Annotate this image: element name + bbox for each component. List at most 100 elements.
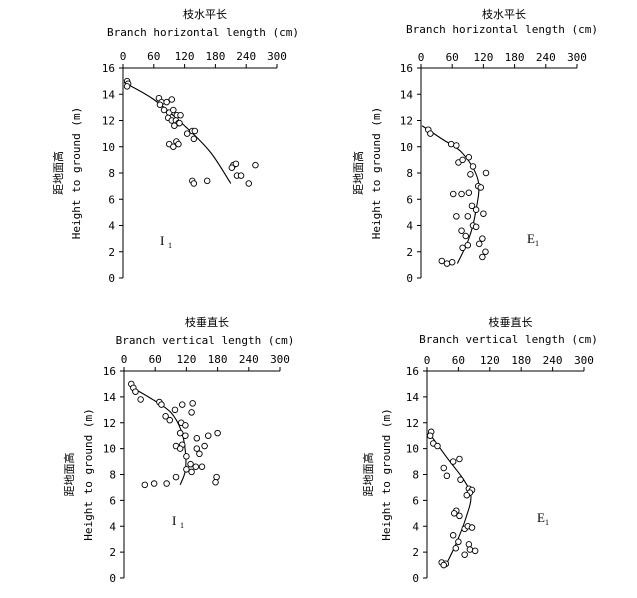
data-point xyxy=(228,164,236,171)
y-tick-label: 16 xyxy=(400,62,413,75)
data-point xyxy=(163,98,170,106)
data-point xyxy=(426,432,434,439)
y-tick-label: 10 xyxy=(406,443,419,456)
data-point xyxy=(449,458,457,465)
x-tick-label: 180 xyxy=(505,51,525,64)
y-axis-label-cn: 距地面高 xyxy=(62,453,76,497)
data-point xyxy=(183,130,191,137)
y-tick-label: 12 xyxy=(400,115,413,128)
y-tick-label: 10 xyxy=(102,141,115,154)
data-point xyxy=(183,453,190,460)
data-point xyxy=(453,142,460,149)
panel-label: E xyxy=(527,231,535,246)
y-tick-label: 4 xyxy=(108,220,115,233)
data-point xyxy=(459,156,466,164)
x-tick-label: 60 xyxy=(147,50,160,63)
data-point xyxy=(213,473,220,481)
data-point xyxy=(150,480,158,487)
data-point xyxy=(170,106,177,114)
data-point xyxy=(168,96,176,103)
y-axis-label-cn: 距地面高 xyxy=(351,151,365,195)
x-tick-label: 300 xyxy=(267,50,287,63)
data-point xyxy=(158,401,165,408)
data-point xyxy=(237,172,245,179)
data-point xyxy=(252,161,259,169)
x-tick-label: 180 xyxy=(205,50,225,63)
data-point xyxy=(189,400,196,407)
data-point xyxy=(178,401,186,408)
data-point xyxy=(455,538,462,546)
data-point xyxy=(469,163,477,170)
y-tick-label: 2 xyxy=(406,246,413,259)
data-point xyxy=(123,83,131,90)
x-tick-label: 120 xyxy=(480,354,500,367)
data-point xyxy=(141,481,149,489)
y-tick-label: 16 xyxy=(103,365,116,378)
x-tick-label: 0 xyxy=(424,354,431,367)
data-point xyxy=(443,472,451,480)
data-point xyxy=(245,180,253,187)
data-point xyxy=(472,223,480,231)
y-tick-label: 16 xyxy=(406,365,419,378)
chart-title: Branch horizontal length (cm) xyxy=(406,23,598,36)
data-point xyxy=(480,210,487,217)
data-point xyxy=(163,480,170,487)
data-point xyxy=(192,463,200,470)
x-tick-label: 240 xyxy=(536,51,556,64)
data-point xyxy=(459,244,466,252)
data-point xyxy=(464,241,472,249)
data-point xyxy=(175,140,182,148)
data-point xyxy=(463,491,471,499)
data-point xyxy=(188,409,195,416)
x-tick-label: 60 xyxy=(452,354,465,367)
y-tick-label: 2 xyxy=(108,246,115,259)
chart-title: Branch vertical length (cm) xyxy=(116,334,295,347)
data-point xyxy=(193,445,201,452)
data-point xyxy=(440,561,447,569)
data-point xyxy=(176,445,184,452)
data-point xyxy=(193,435,201,442)
panel-label-subscript: 1 xyxy=(180,521,184,530)
data-point xyxy=(465,153,473,161)
data-point xyxy=(452,544,460,552)
chart-title-cn: 枝水平长 xyxy=(183,7,227,21)
x-tick-label: 240 xyxy=(239,353,259,366)
panel-label-subscript: 1 xyxy=(168,241,172,250)
panel-label-subscript: 1 xyxy=(545,518,549,527)
y-tick-label: 10 xyxy=(103,443,116,456)
data-point xyxy=(427,130,434,137)
data-point xyxy=(232,160,240,168)
y-axis-label: Height to ground (m) xyxy=(70,107,83,239)
y-axis-label-cn: 距地面高 xyxy=(51,151,65,195)
x-tick-label: 0 xyxy=(121,353,128,366)
y-tick-label: 12 xyxy=(103,417,116,430)
y-tick-label: 2 xyxy=(412,546,419,559)
data-point xyxy=(182,422,189,429)
chart-title-cn: 枝水平长 xyxy=(482,7,526,21)
data-point xyxy=(196,450,203,458)
data-point xyxy=(458,190,465,198)
data-point xyxy=(162,413,169,420)
data-point xyxy=(204,432,212,439)
data-point xyxy=(467,171,474,178)
chart-title-cn: 枝垂直长 xyxy=(185,315,229,329)
y-tick-label: 12 xyxy=(406,417,419,430)
y-axis-label: Height to ground (m) xyxy=(370,107,383,239)
y-tick-label: 0 xyxy=(109,572,116,585)
y-tick-label: 0 xyxy=(108,272,115,285)
data-point xyxy=(479,253,486,261)
y-tick-label: 10 xyxy=(400,141,413,154)
y-tick-label: 14 xyxy=(400,88,414,101)
data-point xyxy=(482,169,490,177)
data-point xyxy=(464,213,472,220)
data-point xyxy=(188,468,195,476)
data-point xyxy=(468,202,476,210)
panel-label: E xyxy=(537,510,545,525)
data-point xyxy=(447,140,455,148)
data-point xyxy=(457,476,464,483)
data-point xyxy=(458,227,465,234)
x-tick-label: 60 xyxy=(446,51,459,64)
